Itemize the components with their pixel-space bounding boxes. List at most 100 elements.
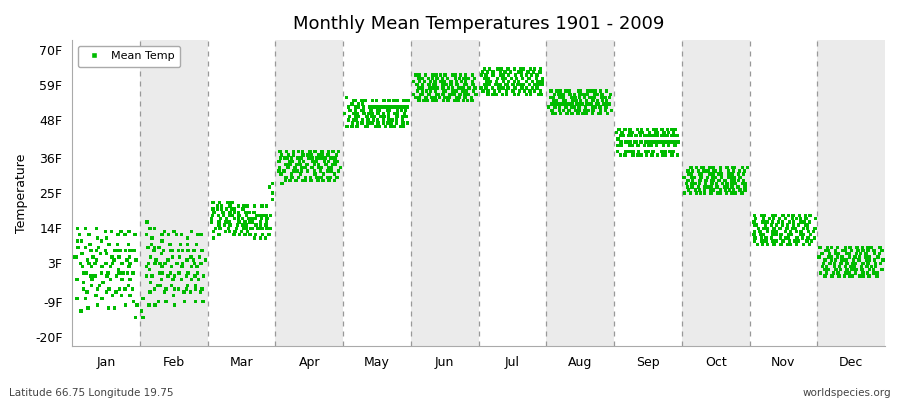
Point	[530, 72, 544, 78]
Point	[378, 123, 392, 130]
Point	[313, 168, 328, 174]
Point	[770, 228, 784, 235]
Point	[123, 260, 138, 266]
Point	[737, 168, 751, 174]
Point	[283, 161, 297, 168]
Point	[815, 250, 830, 257]
Point	[346, 110, 361, 117]
Point	[172, 254, 186, 260]
Point	[171, 286, 185, 292]
Point	[302, 148, 317, 155]
Point	[794, 228, 808, 235]
Point	[214, 203, 229, 209]
Point	[511, 82, 526, 88]
Point	[331, 148, 346, 155]
Point	[148, 260, 162, 266]
Point	[153, 260, 167, 266]
Point	[668, 132, 682, 139]
Point	[657, 129, 671, 136]
Point	[856, 270, 870, 276]
Point	[529, 75, 544, 82]
Point	[523, 66, 537, 72]
Point	[338, 110, 352, 117]
Point	[813, 244, 827, 251]
Point	[684, 180, 698, 187]
Point	[436, 85, 450, 91]
Point	[864, 244, 878, 251]
Point	[684, 174, 698, 180]
Point	[578, 94, 592, 101]
Point	[565, 98, 580, 104]
Bar	[410, 40, 479, 346]
Point	[483, 78, 498, 85]
Point	[315, 148, 329, 155]
Point	[286, 148, 301, 155]
Point	[89, 292, 104, 298]
Point	[325, 168, 339, 174]
Point	[634, 126, 649, 133]
Point	[757, 212, 771, 219]
Point	[555, 91, 570, 98]
Point	[227, 232, 241, 238]
Point	[444, 82, 458, 88]
Point	[400, 98, 415, 104]
Point	[656, 142, 670, 148]
Point	[435, 75, 449, 82]
Point	[868, 260, 883, 266]
Point	[755, 241, 770, 248]
Point	[436, 88, 451, 94]
Point	[238, 232, 252, 238]
Point	[752, 225, 766, 232]
Point	[351, 101, 365, 107]
Point	[599, 98, 614, 104]
Point	[412, 98, 427, 104]
Point	[796, 232, 811, 238]
Point	[650, 132, 664, 139]
Point	[571, 110, 585, 117]
Point	[563, 101, 578, 107]
Point	[255, 203, 269, 209]
Point	[446, 88, 460, 94]
Point	[475, 69, 490, 75]
Point	[220, 216, 234, 222]
Point	[735, 180, 750, 187]
Point	[300, 168, 314, 174]
Point	[870, 273, 885, 279]
Point	[70, 225, 85, 232]
Text: worldspecies.org: worldspecies.org	[803, 388, 891, 398]
Point	[223, 222, 238, 228]
Point	[155, 232, 169, 238]
Point	[600, 101, 615, 107]
Point	[94, 295, 109, 302]
Point	[511, 91, 526, 98]
Point	[786, 219, 800, 225]
Point	[188, 273, 202, 279]
Point	[180, 282, 194, 289]
Point	[797, 219, 812, 225]
Point	[840, 250, 854, 257]
Point	[632, 129, 646, 136]
Point	[859, 254, 873, 260]
Point	[508, 85, 522, 91]
Point	[76, 279, 91, 286]
Point	[766, 216, 780, 222]
Point	[732, 177, 746, 184]
Point	[192, 254, 206, 260]
Point	[853, 273, 868, 279]
Point	[610, 148, 625, 155]
Point	[273, 148, 287, 155]
Point	[738, 180, 752, 187]
Point	[670, 152, 685, 158]
Point	[580, 101, 595, 107]
Point	[859, 250, 873, 257]
Point	[634, 132, 648, 139]
Point	[522, 75, 536, 82]
Point	[793, 216, 807, 222]
Point	[511, 78, 526, 85]
Point	[664, 132, 679, 139]
Point	[465, 82, 480, 88]
Point	[569, 101, 583, 107]
Point	[151, 298, 166, 305]
Point	[176, 248, 190, 254]
Point	[244, 216, 258, 222]
